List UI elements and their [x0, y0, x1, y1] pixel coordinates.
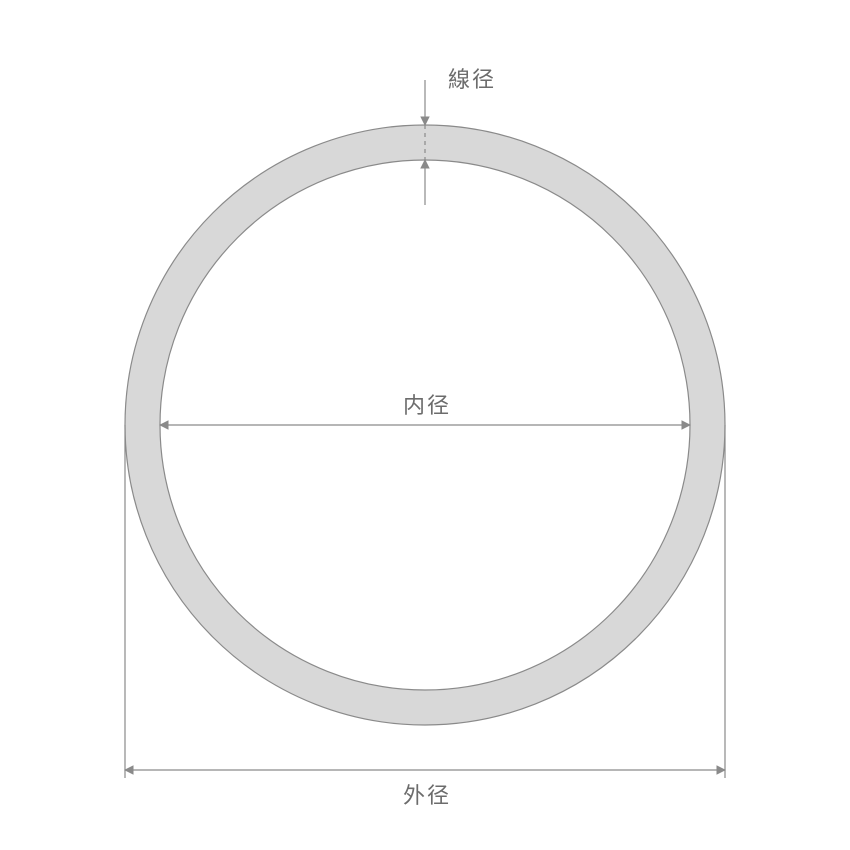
diagram-canvas: 線径 内径 外径 — [0, 0, 850, 850]
ring-diagram-svg — [0, 0, 850, 850]
outer-diameter-label: 外径 — [403, 778, 451, 810]
wire-diameter-label: 線径 — [448, 62, 496, 94]
inner-diameter-label: 内径 — [403, 388, 451, 420]
